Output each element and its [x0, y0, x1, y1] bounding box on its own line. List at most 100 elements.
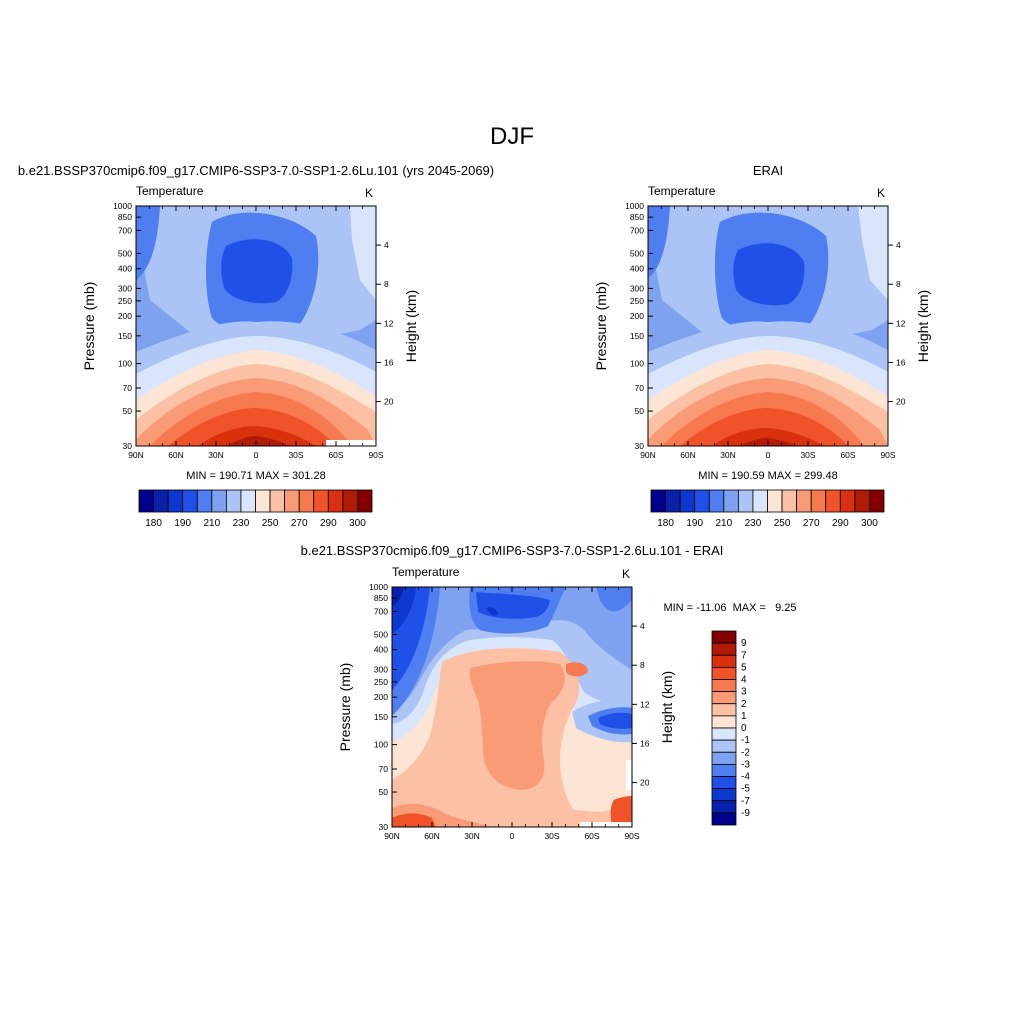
latitude-tick-label: 60N: [680, 450, 696, 460]
model-missing-surface: [326, 440, 376, 446]
panel-diff-axes: 305070100150200250300400500700850100090N…: [369, 582, 650, 841]
pressure-tick-label: 700: [374, 606, 388, 616]
colorbar-swatch: [711, 679, 737, 693]
diff-right-blue-3: [598, 712, 632, 729]
colorbar-swatch: [269, 489, 286, 513]
latitude-tick-label: 60S: [584, 831, 599, 841]
colorbar-swatch: [711, 703, 737, 717]
diff-warm-peak: [566, 662, 588, 677]
colorbar-swatch: [737, 489, 754, 513]
panel-model: b.e21.BSSP370cmip6.f09_g17.CMIP6-SSP3-7.…: [18, 163, 494, 529]
panel-obs-variable: Temperature: [648, 184, 716, 198]
pressure-tick-label: 500: [118, 248, 132, 258]
colorbar-swatch: [711, 751, 737, 765]
pressure-tick-label: 1000: [369, 582, 388, 592]
colorbar-label: 190: [174, 518, 191, 529]
pressure-tick-label: 150: [630, 331, 644, 341]
pressure-tick-label: 400: [118, 264, 132, 274]
latitude-tick-label: 0: [510, 831, 515, 841]
pressure-tick-label: 50: [379, 787, 389, 797]
colorbar-label: 4: [741, 675, 747, 686]
colorbar-swatch: [711, 642, 737, 656]
latitude-tick-label: 0: [766, 450, 771, 460]
colorbar-label: 300: [349, 518, 366, 529]
obs-cold-polar-left: [648, 206, 670, 278]
panel-model-ylabel-right: Height (km): [403, 290, 419, 362]
model-band-polar-pale: [350, 206, 376, 300]
colorbar-swatch: [284, 489, 300, 513]
colorbar-swatch: [679, 489, 696, 513]
pressure-tick-label: 850: [374, 593, 388, 603]
colorbar-label: -7: [741, 796, 750, 807]
latitude-tick-label: 60N: [424, 831, 440, 841]
colorbar-swatch: [167, 489, 184, 513]
colorbar-swatch: [711, 788, 737, 802]
latitude-tick-label: 90S: [368, 450, 383, 460]
panel-diff-field: [392, 587, 632, 827]
diff-surface-hot: [392, 813, 436, 827]
colorbar-swatch: [665, 489, 681, 513]
pressure-tick-label: 50: [635, 406, 645, 416]
colorbar-swatch: [342, 489, 358, 513]
pressure-tick-label: 150: [118, 331, 132, 341]
colorbar-label: 9: [741, 638, 747, 649]
pressure-tick-label: 700: [630, 225, 644, 235]
colorbar-swatch: [854, 489, 870, 513]
colorbar-label: -9: [741, 808, 750, 819]
height-tick-label: 12: [640, 699, 650, 709]
colorbar-swatch: [211, 489, 227, 513]
panel-model-units: K: [365, 186, 373, 200]
model-band-6: [226, 436, 290, 446]
pressure-tick-label: 700: [118, 225, 132, 235]
latitude-tick-label: 0: [254, 450, 259, 460]
colorbar-label: 3: [741, 687, 747, 698]
panel-model-field: [136, 206, 376, 446]
colorbar-swatch: [781, 489, 798, 513]
panel-model-ylabel: Pressure (mb): [81, 282, 97, 371]
colorbar-label: 2: [741, 699, 747, 710]
colorbar-label: -1: [741, 735, 750, 746]
diff-warm-core: [469, 661, 565, 790]
colorbar-swatch: [196, 489, 213, 513]
colorbar-label: 5: [741, 662, 747, 673]
latitude-tick-label: 30N: [720, 450, 736, 460]
pressure-tick-label: 30: [123, 441, 133, 451]
panel-diff: b.e21.BSSP370cmip6.f09_g17.CMIP6-SSP3-7.…: [301, 543, 797, 841]
colorbar-swatch: [357, 489, 373, 513]
height-tick-label: 20: [384, 397, 394, 407]
latitude-tick-label: 90N: [640, 450, 656, 460]
diff-right-surface: [610, 796, 632, 827]
colorbar-label: 290: [320, 518, 337, 529]
height-tick-label: 20: [640, 778, 650, 788]
colorbar-label: -2: [741, 747, 750, 758]
diff-missing-right: [626, 760, 632, 790]
latitude-tick-label: 30N: [464, 831, 480, 841]
pressure-tick-label: 850: [118, 212, 132, 222]
panel-model-stats: MIN = 190.71 MAX = 301.28: [186, 470, 325, 482]
panel-obs-units: K: [877, 186, 885, 200]
panel-obs: ERAI Temperature K 305070100150200250300…: [593, 163, 931, 529]
colorbar-swatch: [711, 666, 737, 680]
colorbar-swatch: [810, 489, 827, 513]
pressure-tick-label: 400: [630, 264, 644, 274]
pressure-tick-label: 70: [379, 764, 389, 774]
height-tick-label: 16: [640, 738, 650, 748]
obs-band-polar-pale: [858, 206, 888, 300]
height-tick-label: 8: [384, 279, 389, 289]
panel-model-axes: 305070100150200250300400500700850100090N…: [113, 201, 394, 460]
panel-obs-title: ERAI: [753, 163, 783, 178]
model-cold-core: [221, 239, 293, 304]
pressure-tick-label: 850: [630, 212, 644, 222]
panel-obs-stats: MIN = 190.59 MAX = 299.48: [698, 470, 837, 482]
latitude-tick-label: 30N: [208, 450, 224, 460]
colorbar-label: -5: [741, 784, 750, 795]
figure-title: DJF: [490, 123, 534, 150]
pressure-tick-label: 200: [118, 311, 132, 321]
colorbar-swatch: [138, 489, 154, 513]
colorbar-label: 180: [145, 518, 162, 529]
colorbar-swatch: [723, 489, 739, 513]
colorbar-swatch: [711, 776, 737, 790]
colorbar-swatch: [711, 800, 737, 814]
panel-diff-title: b.e21.BSSP370cmip6.f09_g17.CMIP6-SSP3-7.…: [301, 543, 724, 558]
